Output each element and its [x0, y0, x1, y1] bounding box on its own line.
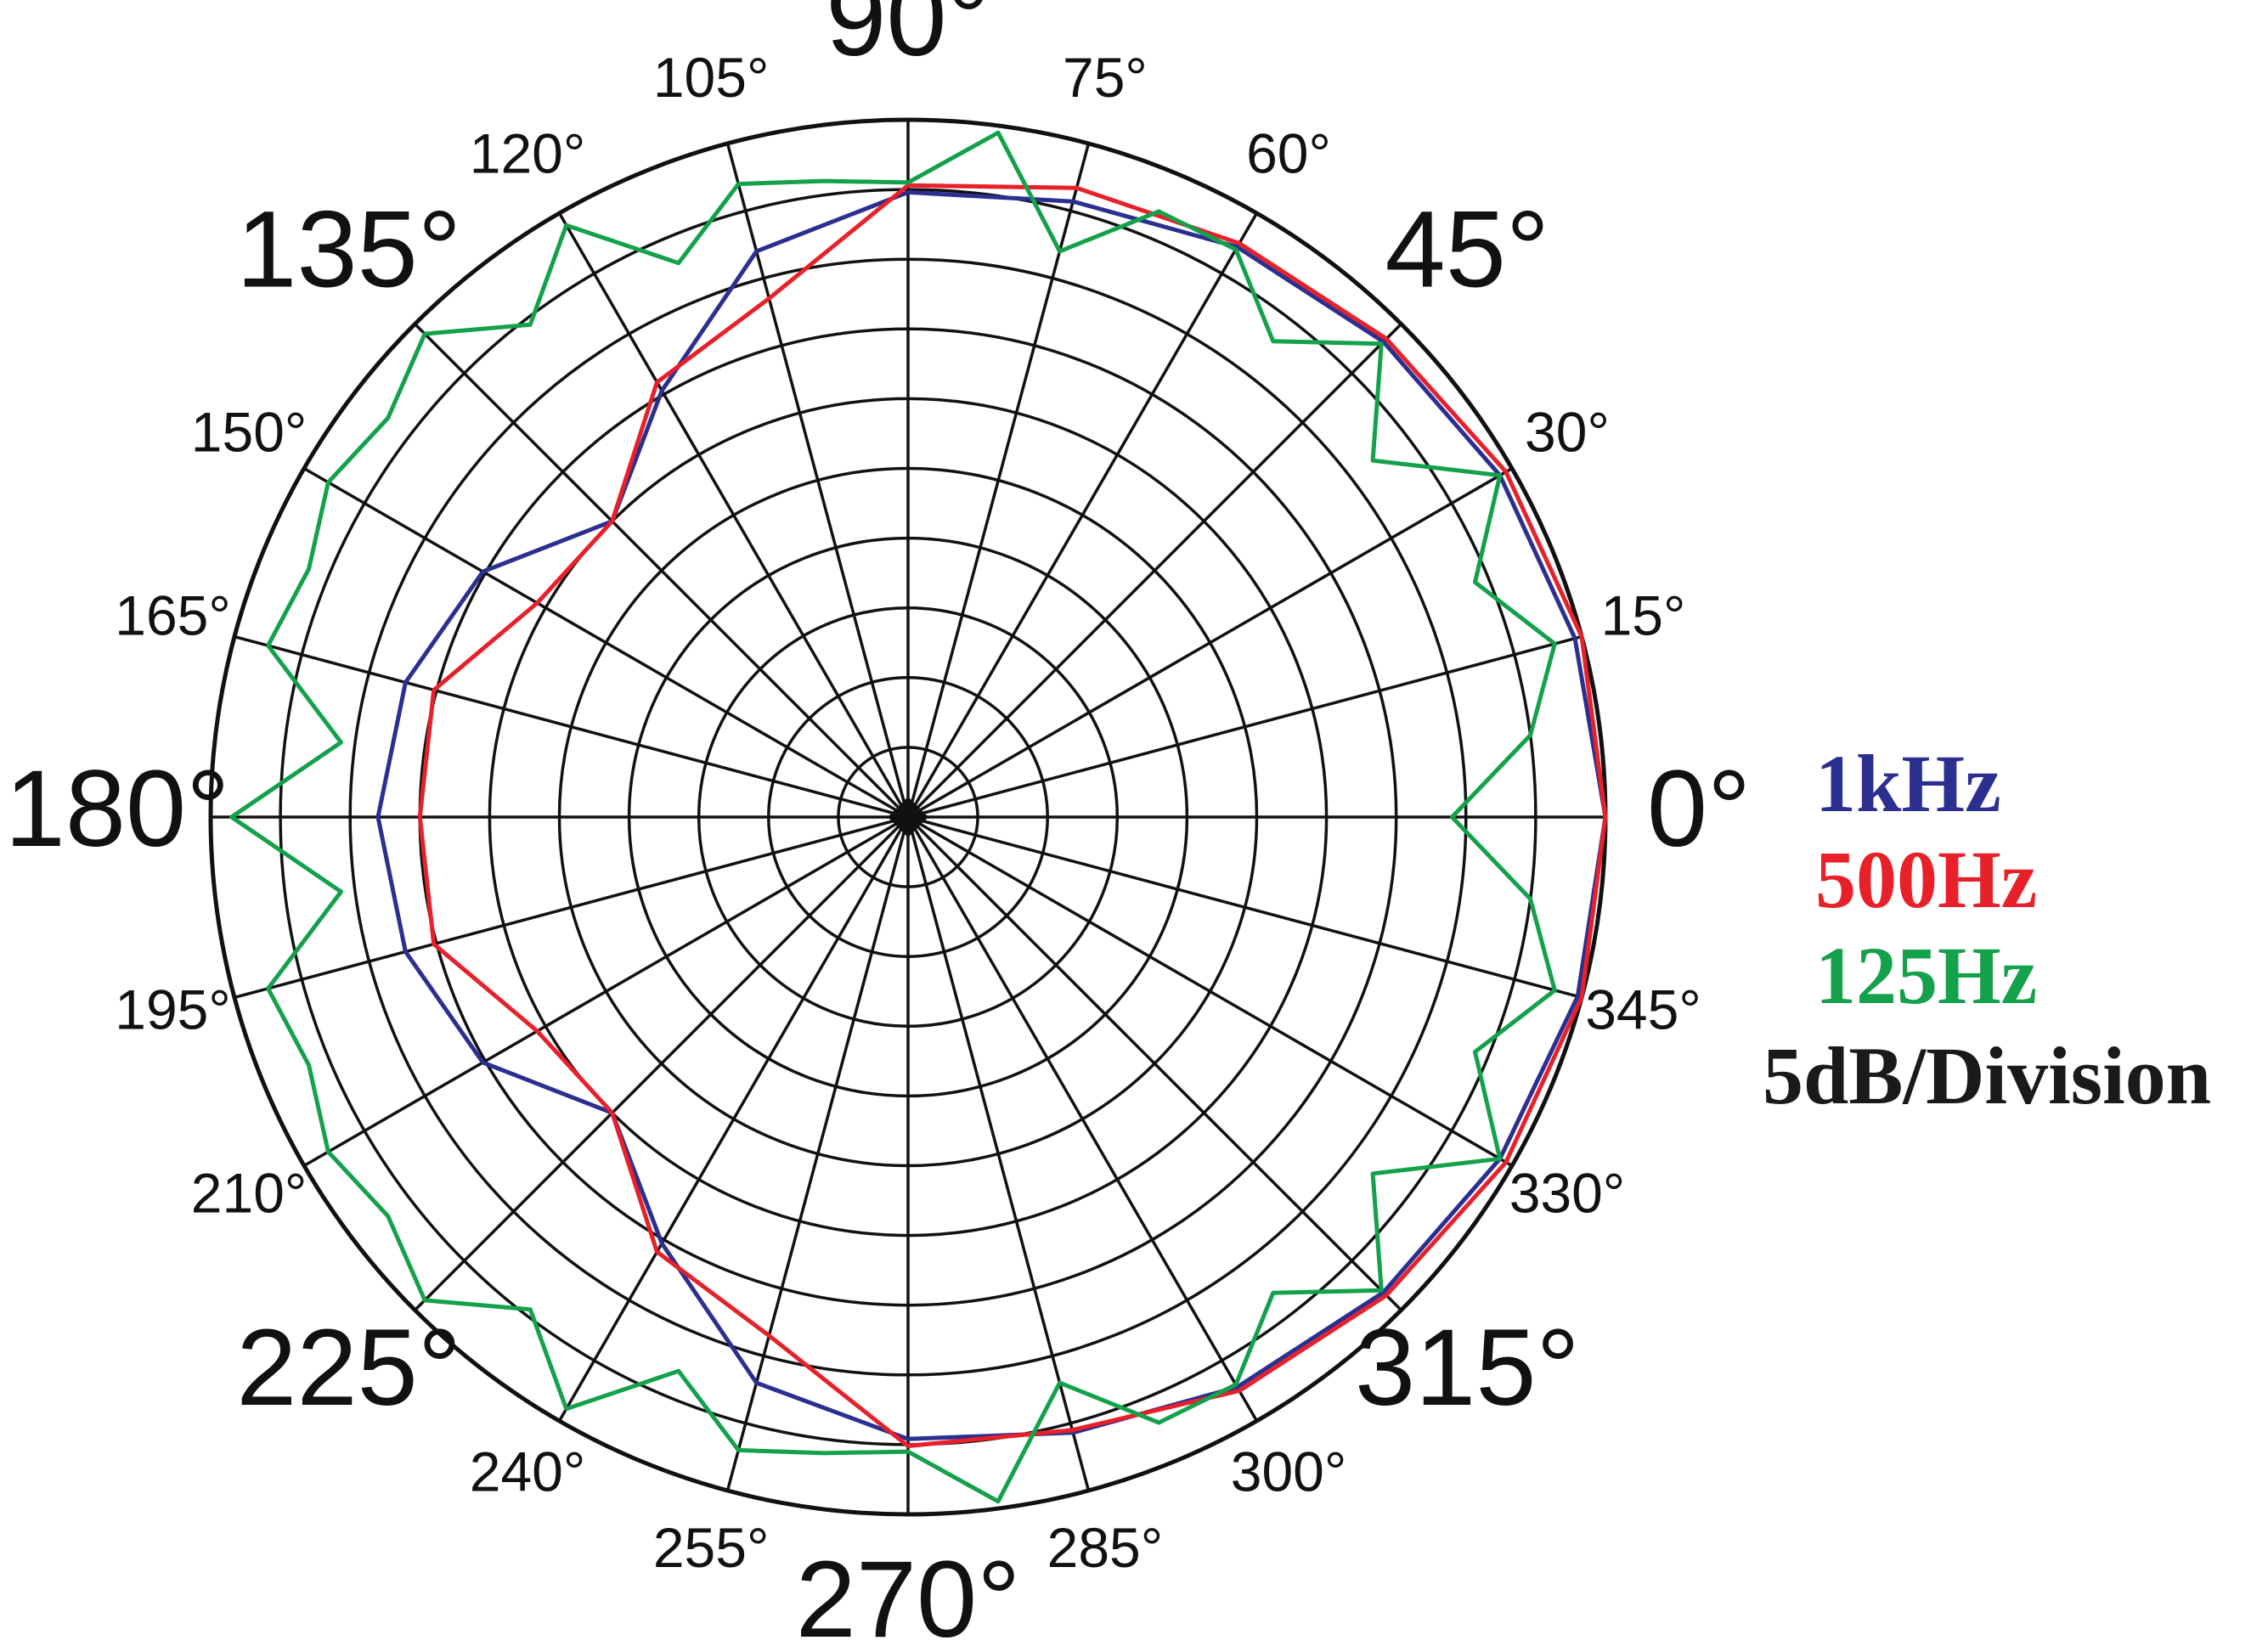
radial-line: [906, 816, 1259, 1422]
angle-label: 330°: [1509, 1161, 1626, 1224]
angle-label: 315°: [1355, 1307, 1580, 1429]
angle-labels: 0° 15° 30° 45° 60° 75° 90° 105° 120°135° 150° 165°…: [5, 0, 1752, 1646]
radial-line: [557, 212, 910, 818]
angle-label: 120°: [470, 121, 586, 184]
plot-lines: [229, 130, 1608, 1504]
series-line: [229, 130, 1557, 1504]
radial-line: [907, 466, 1513, 819]
angle-label: 45°: [1385, 189, 1550, 310]
angle-label: 0°: [1647, 748, 1751, 870]
radial-line: [303, 815, 909, 1168]
radial-line: [906, 143, 1091, 818]
angle-label: 105°: [653, 46, 770, 109]
angle-label: 15°: [1601, 584, 1686, 647]
angle-label: 180°: [5, 748, 230, 870]
angle-label: 75°: [1063, 46, 1148, 109]
radial-line: [414, 815, 910, 1311]
angle-label: 165°: [115, 584, 231, 647]
radial-line: [725, 816, 910, 1491]
angle-label: 30°: [1525, 400, 1610, 463]
radial-line: [303, 466, 909, 819]
series-line: [375, 189, 1608, 1441]
legend-note: 5dB/Division: [1763, 1030, 2211, 1121]
radial-line: [414, 323, 910, 819]
radial-line: [906, 815, 1402, 1311]
radial-line: [906, 816, 1091, 1491]
series-line: [417, 183, 1608, 1448]
legend-entry: 1kHz: [1815, 738, 2001, 829]
radial-line: [234, 634, 909, 819]
angle-label: 195°: [115, 978, 231, 1040]
angle-label: 135°: [236, 189, 461, 310]
angle-label: 240°: [470, 1440, 586, 1502]
angle-label: 90°: [826, 0, 990, 79]
angle-label: 210°: [191, 1161, 307, 1224]
angle-label: 60°: [1246, 121, 1331, 184]
angle-label: 225°: [236, 1307, 461, 1429]
legend-entry: 125Hz: [1815, 930, 2037, 1021]
radial-line: [907, 815, 1513, 1168]
angle-label: 255°: [653, 1516, 770, 1579]
radial-line: [234, 815, 909, 1000]
angle-label: 345°: [1585, 978, 1701, 1040]
angle-label: 300°: [1231, 1440, 1347, 1502]
radial-line: [725, 143, 910, 818]
radial-line: [907, 634, 1583, 819]
radial-line: [906, 212, 1259, 818]
radial-line: [906, 323, 1402, 819]
angle-label: 285°: [1047, 1516, 1164, 1579]
radial-line: [557, 816, 910, 1422]
angle-label: 150°: [191, 400, 307, 463]
legend-entry: 500Hz: [1815, 834, 2037, 925]
angle-label: 270°: [796, 1539, 1021, 1646]
center-marker: [888, 797, 928, 837]
radial-line: [907, 815, 1583, 1000]
